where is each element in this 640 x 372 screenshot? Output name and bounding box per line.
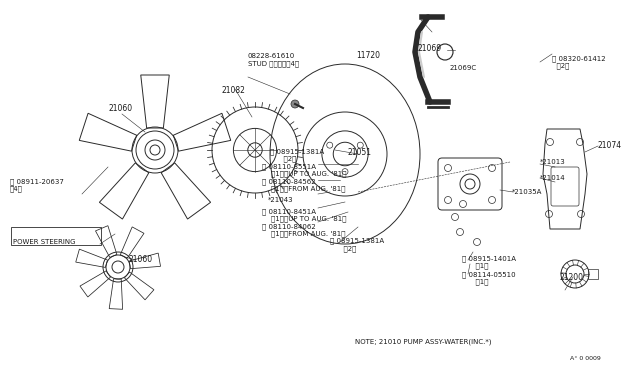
Text: 21069: 21069	[418, 44, 442, 52]
Text: 21060: 21060	[128, 256, 152, 264]
Text: 21082: 21082	[222, 86, 246, 94]
Text: Ⓑ 08110-8551A
    （1）（UP TO AUG. '81）: Ⓑ 08110-8551A （1）（UP TO AUG. '81）	[262, 163, 346, 177]
Text: 11720: 11720	[356, 51, 380, 60]
Text: *21013: *21013	[540, 159, 566, 165]
Text: Ⓑ 08110-84562
    （1）（FROM AUG. '81）: Ⓑ 08110-84562 （1）（FROM AUG. '81）	[262, 178, 346, 192]
Text: 21060: 21060	[108, 103, 132, 112]
Text: Ⓑ 08114-05510
      （1）: Ⓑ 08114-05510 （1）	[462, 271, 516, 285]
Text: POWER STEERING: POWER STEERING	[13, 239, 76, 245]
Text: *21035A: *21035A	[512, 189, 542, 195]
Circle shape	[291, 100, 299, 108]
Text: 08228-61610
STUD スタッドＨ4）: 08228-61610 STUD スタッドＨ4）	[248, 53, 299, 67]
Text: ⓔ 08915-1401A
      （1）: ⓔ 08915-1401A （1）	[462, 255, 516, 269]
Text: *21043: *21043	[268, 197, 294, 203]
Text: Ⓢ 08320-61412
  （2）: Ⓢ 08320-61412 （2）	[552, 55, 605, 69]
Text: Ⓝ 08911-20637
（4）: Ⓝ 08911-20637 （4）	[10, 178, 64, 192]
Text: 21069C: 21069C	[450, 65, 477, 71]
Text: NOTE; 21010 PUMP ASSY-WATER(INC.*): NOTE; 21010 PUMP ASSY-WATER(INC.*)	[355, 339, 492, 345]
Text: 21200: 21200	[560, 273, 584, 282]
Text: Ⓑ 08110-8451A
    （1）（UP TO AUG. '81）: Ⓑ 08110-8451A （1）（UP TO AUG. '81）	[262, 208, 346, 222]
Text: ⓔ 08915-1381A
      （2）: ⓔ 08915-1381A （2）	[330, 238, 384, 252]
Text: 21051: 21051	[348, 148, 372, 157]
Text: 21074: 21074	[598, 141, 622, 150]
Text: *21014: *21014	[540, 175, 566, 181]
Text: ⓔ 08915-1381A
      （2）: ⓔ 08915-1381A （2）	[270, 148, 324, 162]
Text: Ⓑ 08110-84062
    （1）（FROM AUG. '81）: Ⓑ 08110-84062 （1）（FROM AUG. '81）	[262, 223, 346, 237]
Text: A° 0 0009: A° 0 0009	[570, 356, 601, 360]
